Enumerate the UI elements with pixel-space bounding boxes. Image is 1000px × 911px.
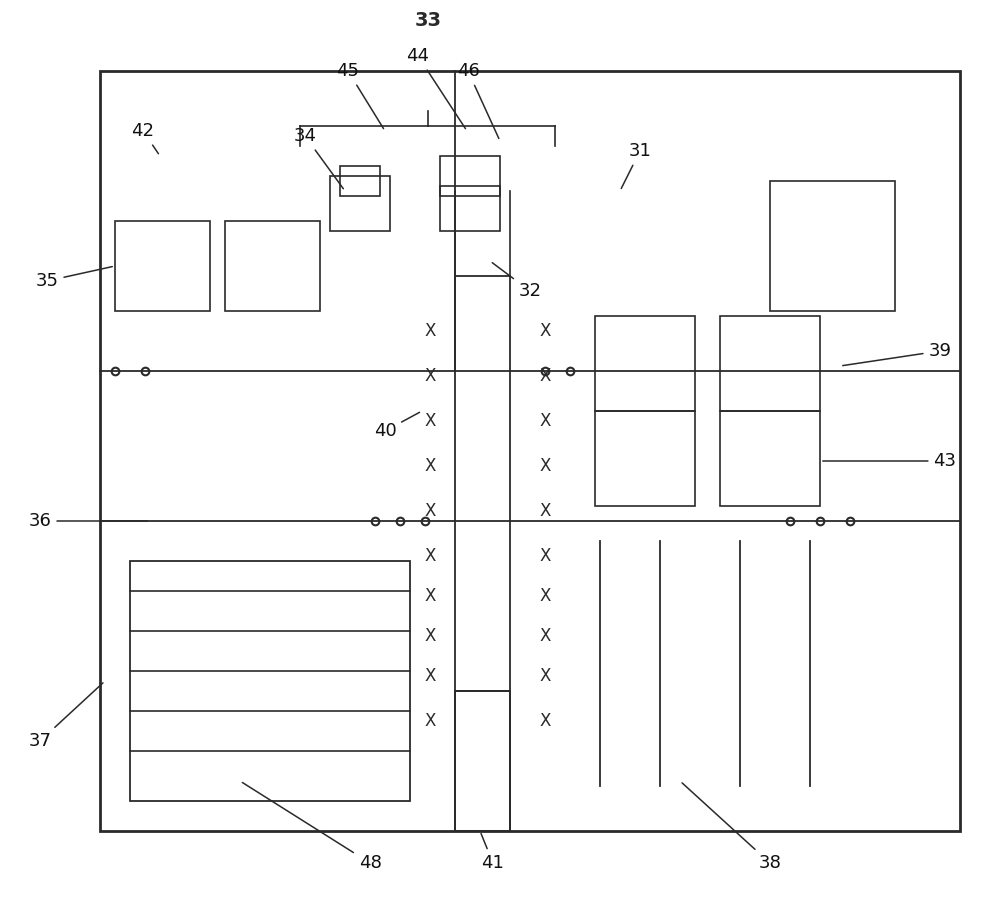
Text: X: X [424, 502, 436, 520]
Bar [225, 221, 320, 311]
Text: 35: 35 [36, 267, 112, 290]
Text: 36: 36 [29, 512, 147, 530]
Text: X: X [539, 587, 551, 605]
Bar [720, 316, 820, 411]
Bar [100, 71, 960, 831]
Bar [595, 411, 695, 506]
Text: X: X [539, 502, 551, 520]
Text: X: X [539, 322, 551, 340]
Text: 33: 33 [415, 12, 442, 30]
Text: 46: 46 [457, 62, 499, 138]
Bar [455, 691, 510, 831]
Text: X: X [539, 547, 551, 565]
Text: 43: 43 [823, 452, 956, 470]
Bar [770, 181, 895, 311]
Text: X: X [424, 322, 436, 340]
Text: X: X [539, 457, 551, 475]
Bar [440, 156, 500, 196]
Bar [455, 276, 510, 691]
Text: X: X [424, 547, 436, 565]
Text: 44: 44 [406, 47, 465, 128]
Text: X: X [539, 367, 551, 385]
Bar [330, 176, 390, 231]
Text: 31: 31 [621, 142, 651, 189]
Bar [720, 411, 820, 506]
Text: X: X [424, 457, 436, 475]
Text: X: X [424, 667, 436, 685]
Text: X: X [539, 627, 551, 645]
Text: X: X [424, 367, 436, 385]
Text: X: X [424, 587, 436, 605]
Text: 40: 40 [374, 413, 420, 440]
Text: 48: 48 [242, 783, 381, 872]
Text: 45: 45 [336, 62, 384, 128]
Bar [595, 316, 695, 411]
Bar [130, 561, 410, 801]
Bar [440, 186, 500, 231]
Text: 42: 42 [132, 122, 158, 154]
Text: X: X [424, 627, 436, 645]
Text: 41: 41 [481, 834, 504, 872]
Text: X: X [539, 667, 551, 685]
Text: 39: 39 [843, 342, 952, 365]
Text: 37: 37 [28, 683, 103, 750]
Text: X: X [424, 412, 436, 430]
Text: X: X [539, 712, 551, 730]
Bar [340, 166, 380, 196]
Text: 34: 34 [294, 127, 343, 189]
Text: 38: 38 [682, 783, 781, 872]
Text: X: X [539, 412, 551, 430]
Text: 32: 32 [492, 262, 542, 300]
Text: X: X [424, 712, 436, 730]
Bar [115, 221, 210, 311]
